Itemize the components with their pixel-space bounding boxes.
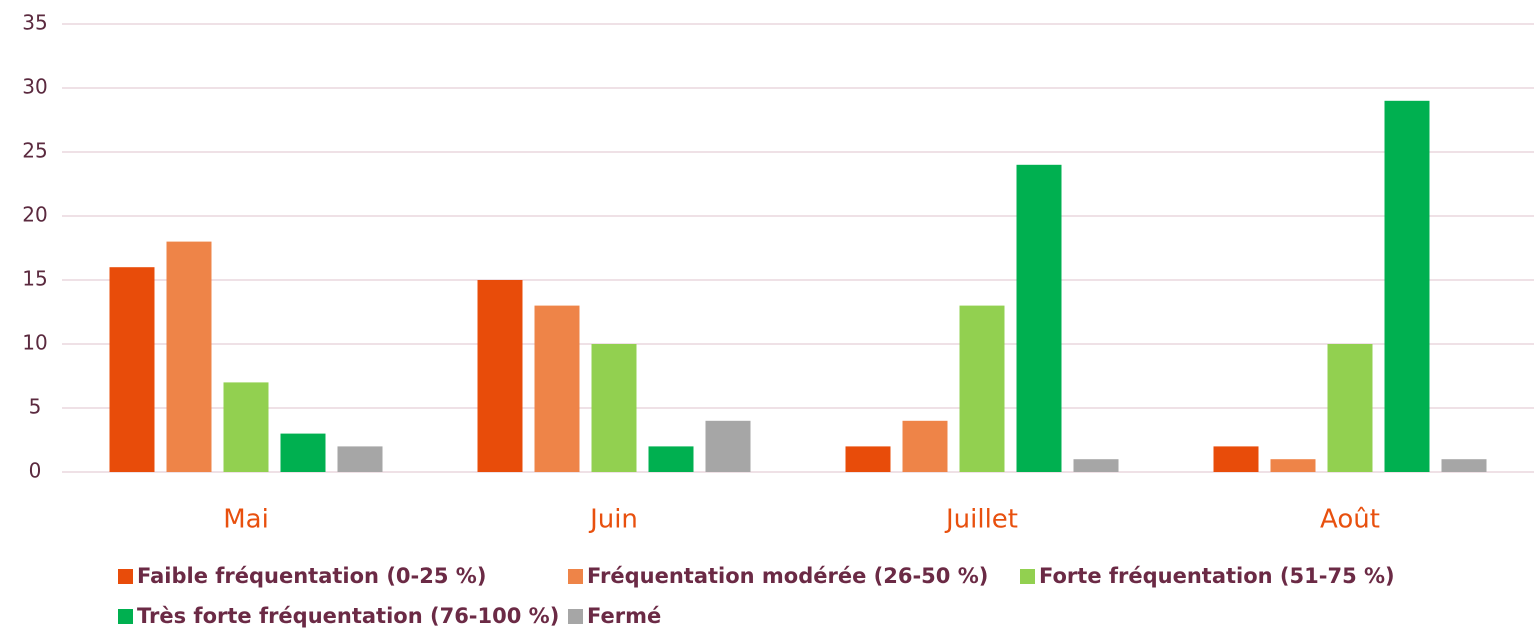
legend-swatch xyxy=(118,609,133,624)
bar xyxy=(1384,100,1430,473)
bar xyxy=(223,382,269,472)
y-tick-label: 25 xyxy=(22,139,47,163)
x-tick-label: Juillet xyxy=(944,505,1018,535)
legend-label: Forte fréquentation (51-75 %) xyxy=(1039,564,1395,588)
y-tick-label: 10 xyxy=(22,331,47,355)
bar xyxy=(1213,446,1259,472)
bar xyxy=(534,305,580,472)
y-tick-label: 20 xyxy=(22,203,47,227)
bar xyxy=(1441,459,1487,472)
bar xyxy=(648,446,694,472)
bar xyxy=(166,241,212,472)
x-tick-label: Mai xyxy=(223,505,269,535)
legend-swatch xyxy=(118,569,133,584)
legend-swatch xyxy=(1020,569,1035,584)
legend-swatch xyxy=(568,609,583,624)
legend-swatch xyxy=(568,569,583,584)
bar xyxy=(705,420,751,472)
y-tick-label: 15 xyxy=(22,267,47,291)
legend-label: Faible fréquentation (0-25 %) xyxy=(137,564,486,588)
legend-label: Fréquentation modérée (26-50 %) xyxy=(587,564,988,588)
x-tick-label: Juin xyxy=(588,505,638,535)
x-tick-label: Août xyxy=(1320,505,1380,535)
y-tick-label: 0 xyxy=(29,459,42,483)
bar xyxy=(337,446,383,472)
y-tick-label: 5 xyxy=(29,395,42,419)
bar xyxy=(1270,459,1316,472)
y-tick-label: 30 xyxy=(22,75,47,99)
bar xyxy=(959,305,1005,472)
y-tick-label: 35 xyxy=(22,11,47,35)
legend-label: Très forte fréquentation (76-100 %) xyxy=(137,604,559,628)
bar xyxy=(1073,459,1119,472)
bar xyxy=(477,280,523,472)
bar xyxy=(280,433,326,472)
bar xyxy=(845,446,891,472)
bar xyxy=(1016,164,1062,473)
bar xyxy=(1327,344,1373,472)
legend-label: Fermé xyxy=(587,604,661,628)
bar xyxy=(591,344,637,472)
bar xyxy=(902,420,948,472)
bar xyxy=(109,267,155,472)
